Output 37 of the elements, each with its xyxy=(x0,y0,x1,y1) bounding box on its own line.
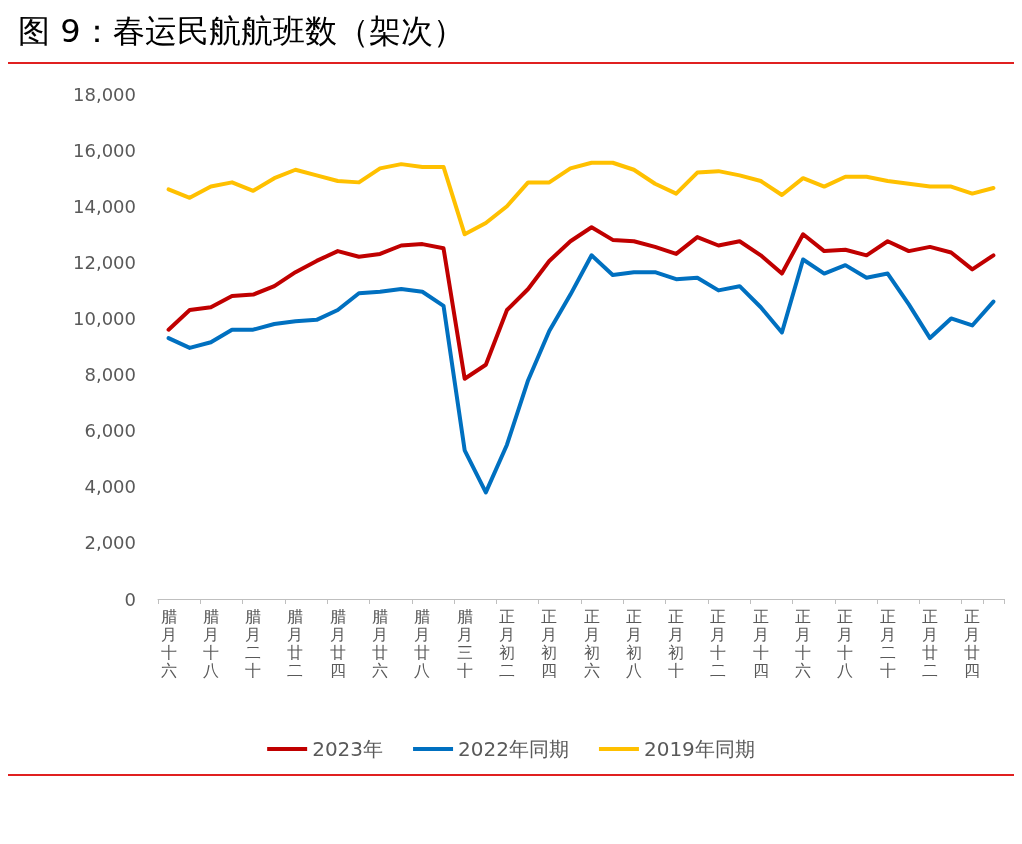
x-tick-label: 腊月三十 xyxy=(456,606,473,680)
x-tick-label: 腊月十八 xyxy=(202,606,219,680)
x-tick-label: 正月初八 xyxy=(625,606,642,680)
x-tick-label: 腊月二十 xyxy=(245,606,262,680)
y-tick-label: 12,000 xyxy=(73,251,136,273)
x-tick-label: 正月十八 xyxy=(837,606,854,680)
legend-label: 2019年同期 xyxy=(643,737,755,761)
y-tick-label: 0 xyxy=(124,588,136,610)
line-series xyxy=(166,225,996,381)
chart-title: 图 9：春运民航航班数（架次） xyxy=(17,11,466,52)
x-tick-label: 腊月廿六 xyxy=(372,606,389,680)
y-tick-label: 18,000 xyxy=(73,83,136,105)
x-tick-label: 正月十二 xyxy=(710,606,727,680)
y-tick-label: 2,000 xyxy=(84,532,136,554)
x-tick-label: 正月初十 xyxy=(668,606,685,680)
x-tick-label: 正月廿二 xyxy=(921,606,938,680)
x-tick-label: 正月十四 xyxy=(752,606,769,680)
x-tick-label: 正月廿四 xyxy=(964,606,981,680)
line-series xyxy=(166,160,996,237)
x-tick-label: 腊月十六 xyxy=(160,606,177,680)
x-tick-label: 正月二十 xyxy=(879,606,896,680)
legend-label: 2022年同期 xyxy=(458,737,569,761)
x-tick-label: 正月十六 xyxy=(795,606,812,680)
y-tick-label: 8,000 xyxy=(84,364,136,386)
x-tick-label: 正月初二 xyxy=(498,606,515,680)
x-tick-label: 正月初四 xyxy=(541,606,558,680)
x-tick-label: 腊月廿二 xyxy=(287,606,304,680)
y-tick-label: 6,000 xyxy=(84,420,136,442)
legend-label: 2023年 xyxy=(312,737,384,761)
y-tick-label: 4,000 xyxy=(84,476,136,498)
line-series xyxy=(166,253,996,495)
x-tick-label: 腊月廿八 xyxy=(414,606,431,680)
x-tick-label: 腊月廿四 xyxy=(329,606,346,680)
y-tick-label: 16,000 xyxy=(73,139,136,161)
y-tick-label: 10,000 xyxy=(73,307,136,329)
y-tick-label: 14,000 xyxy=(73,195,136,217)
x-tick-label: 正月初六 xyxy=(583,606,600,680)
